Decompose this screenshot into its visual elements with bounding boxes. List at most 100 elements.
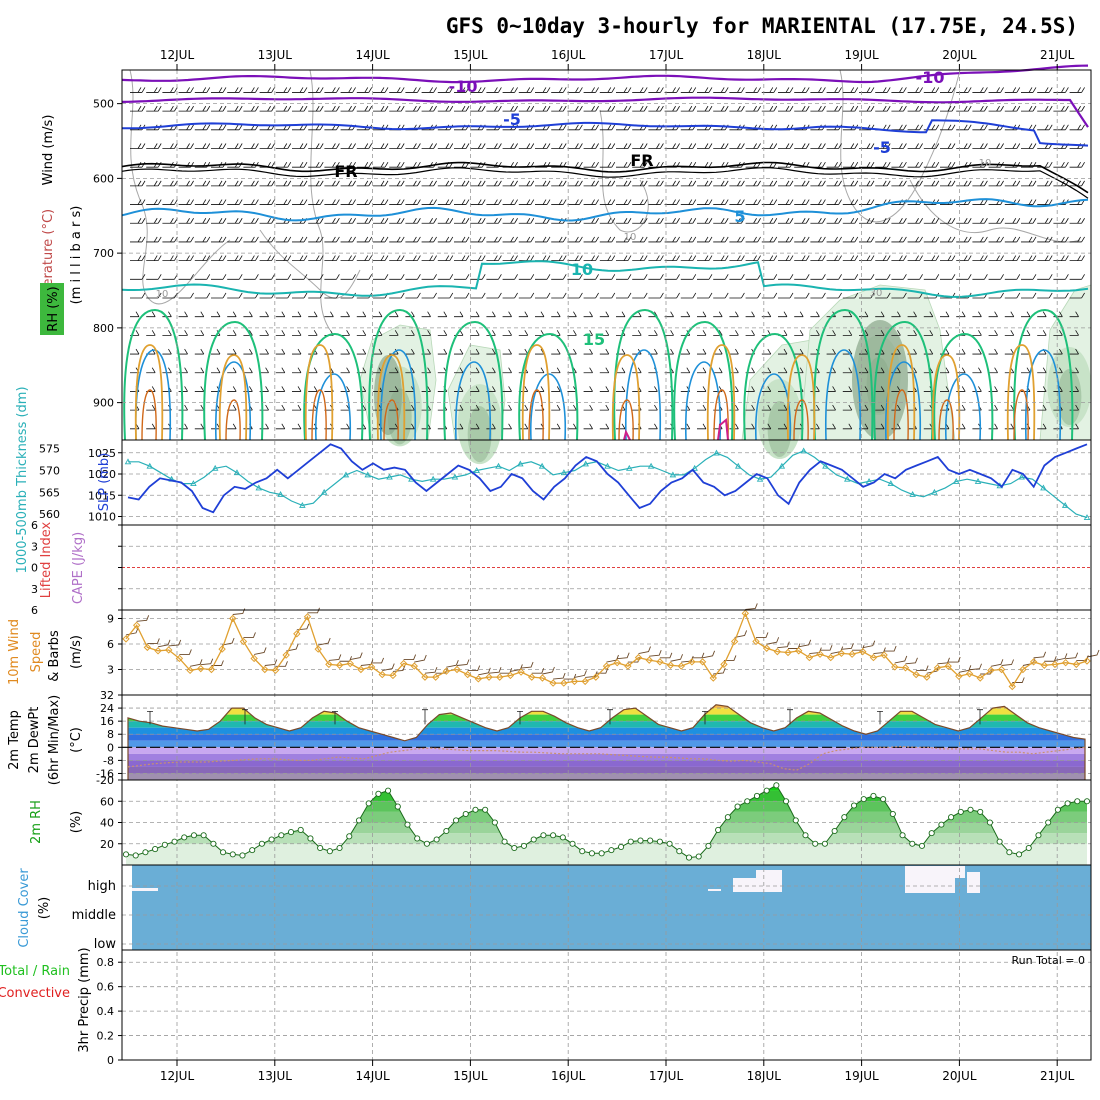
rh-contour — [909, 179, 1081, 243]
wind-barb — [421, 143, 437, 149]
axis-label-6hr-minmax: (6hr Min/Max) — [47, 695, 62, 785]
axis-label-wind: Wind (m/s) — [41, 115, 56, 186]
wind-barb — [324, 218, 340, 224]
wind-barb — [875, 311, 885, 318]
wind-barb — [1021, 143, 1037, 149]
axis-label-2m-dewpt: 2m DewPt — [27, 707, 42, 774]
wind-barb — [713, 87, 729, 93]
wind-barb — [834, 255, 838, 261]
wind-barb — [972, 330, 982, 336]
wind-barb — [380, 199, 385, 205]
wind-barb — [486, 292, 502, 299]
wind-barb — [413, 236, 417, 243]
wind-barb — [1028, 87, 1033, 93]
wind-barb — [606, 654, 619, 663]
temp-tick-label: 24 — [100, 702, 114, 715]
temperature-contour — [685, 361, 722, 441]
wind-barb — [931, 236, 936, 243]
wind-barb — [389, 367, 399, 374]
rh-marker — [792, 817, 799, 824]
wind-barb — [486, 404, 496, 411]
wind-barb — [907, 274, 923, 280]
wind-barb — [972, 180, 988, 187]
wind-barb — [940, 236, 956, 243]
wind-speed-marker — [955, 672, 963, 681]
axis-label-cloud-cover: Cloud Cover — [17, 868, 32, 948]
date-label-bottom: 18JUL — [747, 1069, 782, 1083]
wind-barb — [980, 87, 984, 93]
wind-barb — [421, 292, 437, 299]
wind-barb — [899, 143, 903, 149]
wind-barb — [486, 255, 502, 262]
axis-label-rh: RH (%) — [46, 286, 61, 331]
wind-barb — [891, 143, 907, 149]
wind-barb — [931, 255, 936, 261]
wind-barb — [373, 236, 389, 243]
wind-barb — [518, 218, 535, 224]
wind-barb — [308, 199, 324, 205]
wind-barb — [502, 143, 518, 149]
temperature-contour — [931, 354, 961, 441]
wind-barb — [227, 87, 243, 93]
wind-barb — [616, 386, 626, 392]
wind-barb — [899, 180, 903, 187]
wind-barb — [850, 255, 855, 261]
wind-barb — [437, 348, 448, 355]
wind-barb — [202, 255, 207, 261]
thickness-tick-label: 560 — [39, 508, 60, 521]
rh-marker — [608, 847, 615, 854]
wind-barb — [356, 87, 373, 93]
wind-barb — [753, 218, 757, 224]
wind-barb — [1077, 180, 1081, 187]
wind-barb — [146, 423, 156, 430]
wind-barb — [146, 199, 162, 205]
wind-barb — [146, 105, 162, 112]
wind-barb — [454, 255, 470, 262]
rh-marker — [637, 837, 644, 844]
wind-barb — [356, 218, 373, 224]
thickness-marker — [582, 460, 589, 467]
temp-tick-label: -20 — [96, 774, 114, 787]
wind-barb — [713, 236, 729, 243]
temperature-contour — [304, 344, 334, 441]
rh-marker — [404, 821, 411, 828]
wind-barb — [785, 199, 790, 205]
wind-barb — [834, 236, 838, 243]
wind-barb — [859, 292, 875, 299]
wind-barb — [607, 161, 612, 168]
wind-barb — [477, 199, 482, 205]
contour-label: 10 — [571, 260, 593, 279]
wind-barb — [283, 180, 288, 187]
wind-barb — [202, 236, 207, 243]
minmax-whisker — [787, 709, 793, 725]
thickness-marker — [778, 462, 786, 469]
wind-barb — [810, 199, 826, 205]
wind-barb — [745, 218, 761, 224]
wind-barb — [680, 311, 691, 318]
wind-barb — [842, 255, 859, 262]
wind-barb — [818, 236, 822, 243]
wind-barb — [583, 255, 599, 262]
wind-barb — [551, 180, 567, 187]
wind-barb — [292, 292, 308, 299]
wind-barb — [778, 180, 794, 187]
wind-barb — [153, 255, 158, 261]
wind-barb — [437, 199, 454, 205]
wind-barb — [697, 105, 713, 112]
wind-barb — [940, 218, 956, 224]
wind-barb — [785, 105, 790, 112]
wind-barb — [947, 87, 952, 93]
wind-barb — [413, 105, 417, 112]
wind-speed-marker — [698, 658, 707, 666]
wind-barb — [915, 143, 919, 149]
wind-barb — [551, 311, 561, 318]
wind-barb — [794, 105, 810, 112]
wind-barb — [194, 292, 211, 299]
wind-speed-marker — [805, 653, 814, 662]
wind-barb — [373, 348, 383, 355]
wind-barb — [324, 143, 340, 149]
wind-barb — [542, 666, 555, 675]
rh-marker — [967, 806, 974, 813]
wind-barb — [234, 218, 239, 224]
wind-barb — [923, 330, 934, 336]
